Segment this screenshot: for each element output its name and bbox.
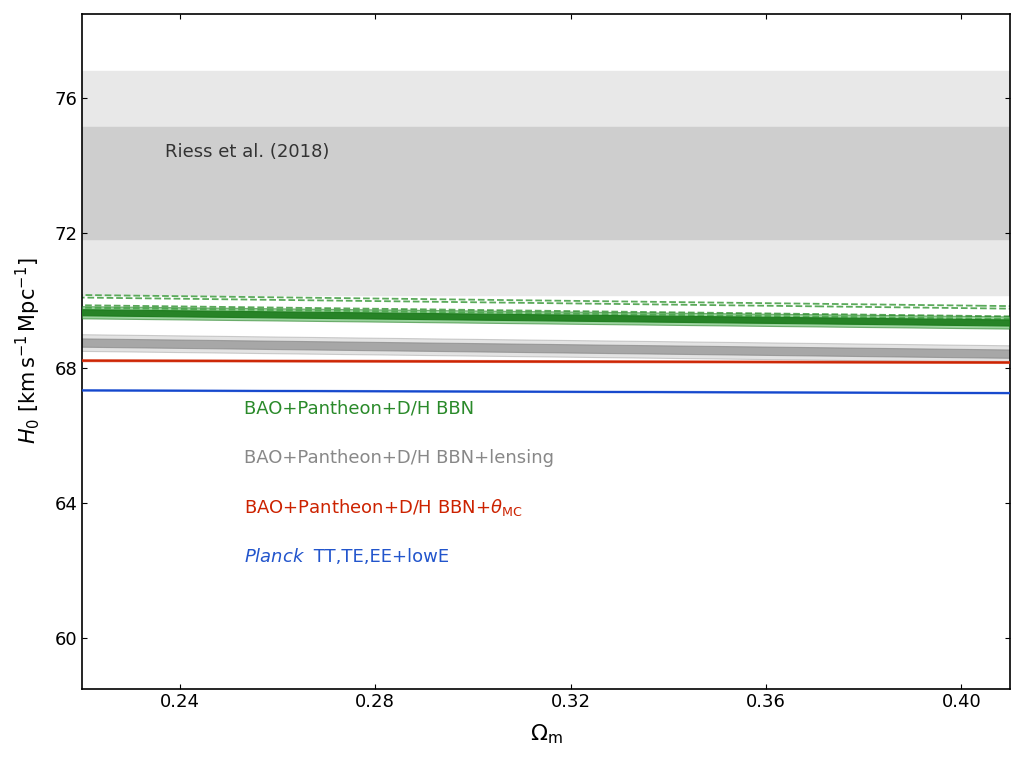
Polygon shape bbox=[0, 217, 1024, 417]
Y-axis label: $H_0\ [\mathrm{km\,s^{-1}\,Mpc^{-1}}]$: $H_0\ [\mathrm{km\,s^{-1}\,Mpc^{-1}}]$ bbox=[14, 258, 43, 445]
Text: Riess et al. (2018): Riess et al. (2018) bbox=[165, 144, 330, 161]
Text: BAO+Pantheon+D/H BBN+lensing: BAO+Pantheon+D/H BBN+lensing bbox=[245, 449, 554, 467]
Polygon shape bbox=[0, 353, 1024, 370]
Bar bbox=[82, 127, 1010, 239]
Text: BAO+Pantheon+D/H BBN: BAO+Pantheon+D/H BBN bbox=[245, 400, 474, 417]
Polygon shape bbox=[0, 237, 1024, 459]
Polygon shape bbox=[0, 344, 1024, 379]
Polygon shape bbox=[0, 126, 1024, 570]
Polygon shape bbox=[0, 377, 1024, 406]
Bar bbox=[82, 71, 1010, 295]
X-axis label: $\Omega_{\mathrm{m}}$: $\Omega_{\mathrm{m}}$ bbox=[529, 723, 562, 746]
Text: BAO+Pantheon+D/H BBN+$\theta_{\mathrm{MC}}$: BAO+Pantheon+D/H BBN+$\theta_{\mathrm{MC… bbox=[245, 497, 523, 518]
Polygon shape bbox=[0, 117, 1024, 518]
Text: $\mathit{Planck}$: $\mathit{Planck}$ bbox=[245, 548, 306, 566]
Text: TT,TE,EE+lowE: TT,TE,EE+lowE bbox=[307, 548, 449, 566]
Polygon shape bbox=[0, 385, 1024, 399]
